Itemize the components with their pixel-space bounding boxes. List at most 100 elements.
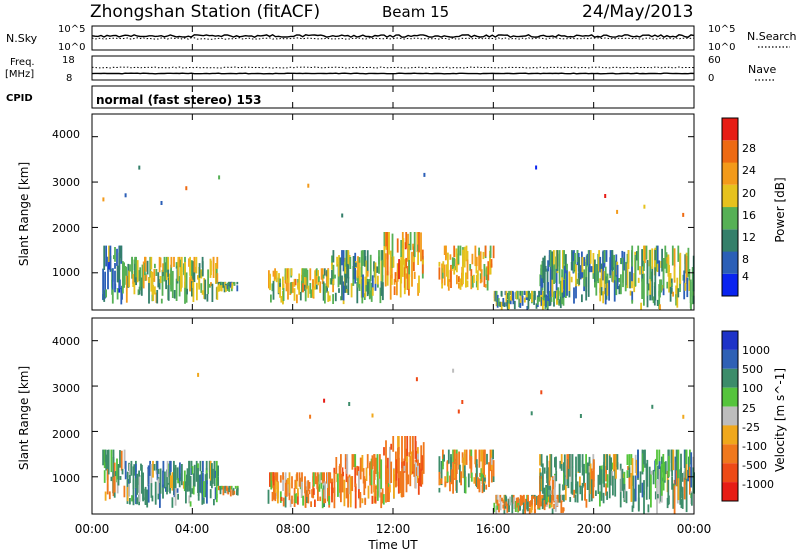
rti-cell <box>483 269 486 287</box>
rti-cell <box>294 278 297 286</box>
rti-cell <box>366 250 369 273</box>
rti-cell <box>377 283 379 288</box>
cpid-label: CPID <box>6 93 33 104</box>
rti-cell <box>299 477 302 488</box>
rti-cell <box>513 300 516 310</box>
rti-cell <box>291 281 294 293</box>
rti-cell <box>405 257 408 269</box>
rti-cell <box>677 449 680 479</box>
rti-cell <box>390 461 393 483</box>
rti-cell <box>442 261 445 273</box>
rti-cell <box>327 472 329 488</box>
rti-cell <box>374 457 377 474</box>
rti-cell <box>128 483 130 497</box>
rti-cell <box>231 282 234 289</box>
rti-cell <box>467 473 470 488</box>
x-tick-label: 08:00 <box>276 522 311 536</box>
rti-cell <box>487 261 490 281</box>
rti-cell <box>301 472 303 482</box>
rti-cell <box>542 295 545 301</box>
rti-cell <box>184 262 186 288</box>
power-y-tick-label: 3000 <box>52 176 80 189</box>
rti-cell <box>565 254 567 273</box>
rti-cell <box>177 256 180 276</box>
rti-cell <box>177 478 179 484</box>
rti-cell <box>296 472 298 482</box>
rti-cell <box>492 245 495 259</box>
date-label: 24/May/2013 <box>582 2 694 22</box>
rti-cell <box>322 274 325 279</box>
rti-cell <box>105 245 107 267</box>
rti-cell <box>688 274 691 292</box>
rti-cell <box>139 267 142 291</box>
rti-cell <box>202 460 204 473</box>
rti-cell <box>484 245 487 257</box>
rti-cell <box>209 480 212 486</box>
rti-cell <box>287 478 289 488</box>
rti-cell <box>595 490 597 496</box>
rti-cell <box>408 274 411 289</box>
rti-cell <box>465 449 468 465</box>
rti-cell <box>361 498 364 504</box>
rti-cell <box>527 297 530 309</box>
rti-cell <box>470 449 473 460</box>
rti-cell <box>203 278 206 299</box>
rti-cell <box>633 273 636 293</box>
rti-cell <box>559 296 562 304</box>
rti-cell <box>527 499 529 512</box>
rti-cell <box>576 278 579 284</box>
rti-cell <box>312 287 315 297</box>
rti-cell <box>501 497 503 502</box>
rti-cell <box>627 250 630 269</box>
rti-cell <box>538 290 540 296</box>
rti-cell <box>225 485 228 491</box>
rti-cell <box>229 490 232 497</box>
rti-cell <box>354 467 357 487</box>
rti-cell <box>525 290 528 298</box>
rti-cell <box>159 276 162 284</box>
rti-cell <box>121 468 124 475</box>
rti-cell <box>475 275 478 282</box>
rti-cell <box>299 291 302 301</box>
rti-cell <box>681 473 684 482</box>
rti-cell <box>402 461 405 498</box>
rti-cell <box>677 288 680 298</box>
rti-cell <box>531 290 533 303</box>
rti-cell <box>519 494 522 505</box>
rti-cell <box>188 460 191 477</box>
rti-cell <box>459 464 461 483</box>
rti-cell <box>319 496 322 502</box>
rti-cell <box>603 271 606 295</box>
rti-cell <box>549 250 552 267</box>
rti-cell <box>216 273 219 284</box>
nsky-tick-bottom: 10^0 <box>58 42 85 53</box>
rti-cell <box>673 485 676 514</box>
rti-cell <box>351 476 354 492</box>
rti-cell <box>162 470 164 488</box>
rti-cell <box>560 500 563 513</box>
rti-cell <box>354 252 357 284</box>
rti-cell <box>189 476 192 498</box>
rti-cell <box>413 271 416 279</box>
rti-cell <box>151 495 154 502</box>
rti-cell <box>217 465 219 477</box>
rti-cell <box>214 487 217 500</box>
rti-cell <box>217 283 220 292</box>
rti-cell <box>353 454 355 467</box>
rti-cell <box>323 489 325 504</box>
rti-cell <box>204 474 207 498</box>
rti-cell <box>637 484 640 510</box>
rti-cell <box>357 273 359 288</box>
rti-cell <box>314 270 316 290</box>
rti-cell <box>489 265 492 275</box>
rti-cell <box>577 454 580 467</box>
rti-cell <box>195 460 198 482</box>
rti-cell <box>102 197 105 202</box>
rti-cell <box>346 267 349 279</box>
rti-cell <box>515 290 518 300</box>
rti-cell <box>128 270 130 288</box>
rti-cell <box>297 492 299 505</box>
velocity-data-layer <box>102 368 695 514</box>
rti-cell <box>131 256 133 279</box>
